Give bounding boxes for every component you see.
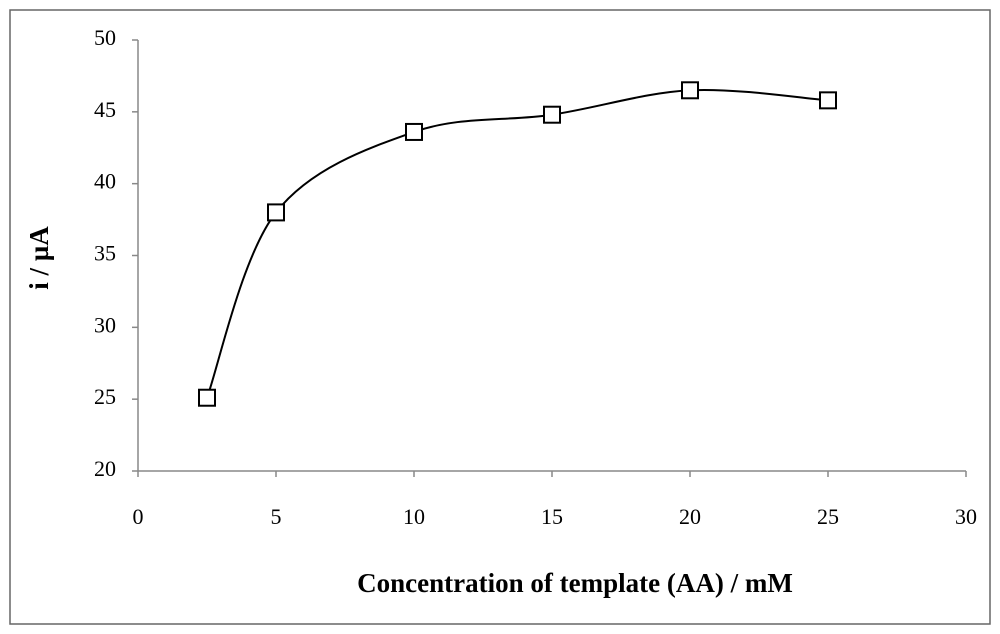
data-line <box>206 88 829 399</box>
chart-frame <box>9 9 991 625</box>
x-tick-label: 25 <box>817 504 839 529</box>
y-tick-label: 25 <box>94 384 116 409</box>
y-tick-label: 30 <box>94 312 116 337</box>
x-tick-label: 20 <box>679 504 701 529</box>
y-axis-label: i / µA <box>24 226 54 290</box>
x-tick-label: 15 <box>541 504 563 529</box>
data-point <box>198 388 216 407</box>
data-point <box>819 91 837 110</box>
x-tick-label: 5 <box>271 504 282 529</box>
y-tick-label: 35 <box>94 241 116 266</box>
data-point <box>405 122 423 141</box>
x-tick-label: 0 <box>133 504 144 529</box>
data-point <box>267 203 285 222</box>
x-axis-label: Concentration of template (AA) / mM <box>357 568 793 598</box>
y-tick-label: 40 <box>94 169 116 194</box>
data-point <box>681 81 699 100</box>
data-point <box>543 105 561 124</box>
y-tick-label: 20 <box>94 456 116 481</box>
y-tick-label: 50 <box>94 25 116 50</box>
x-tick-label: 10 <box>403 504 425 529</box>
x-tick-label: 30 <box>955 504 977 529</box>
y-tick-label: 45 <box>94 97 116 122</box>
